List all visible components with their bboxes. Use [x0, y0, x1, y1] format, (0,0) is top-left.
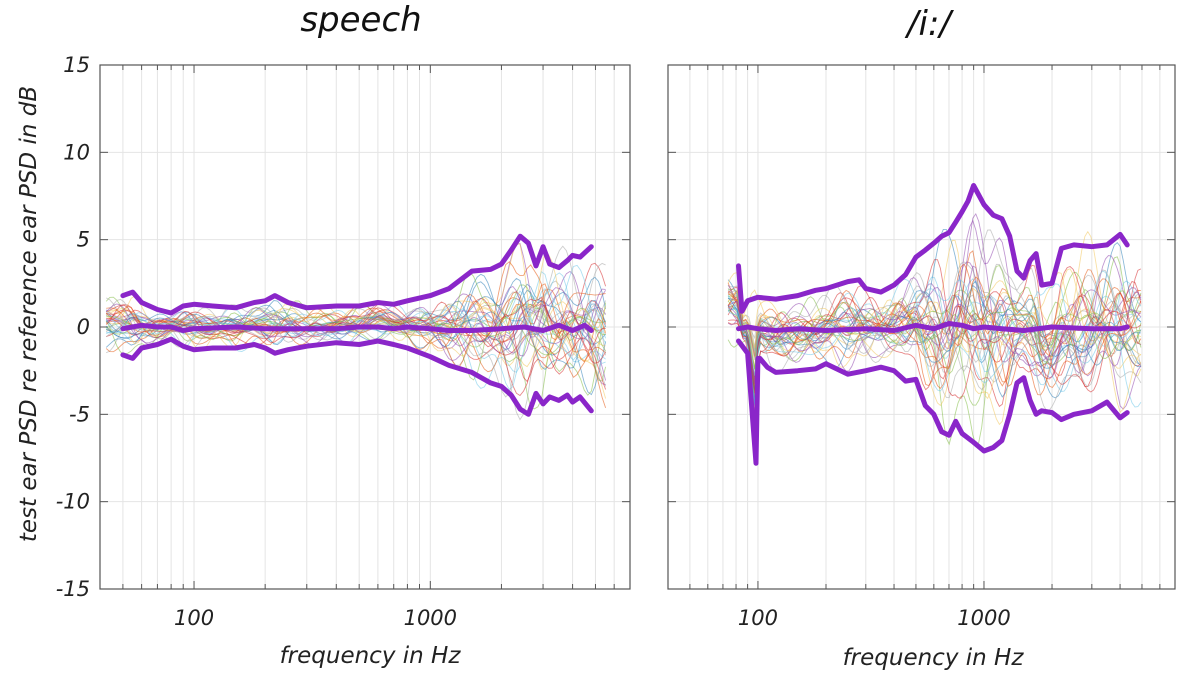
y-tick-label: 10: [63, 140, 90, 164]
y-tick-label: -10: [56, 490, 90, 514]
x-tick-label: 100: [738, 606, 778, 630]
series-lower-bound: [736, 338, 1130, 466]
x-axis-label-speech: frequency in Hz: [280, 643, 462, 669]
panel-speech: 15 10 5 0 -5 -10 -15 100 1000: [56, 53, 631, 630]
y-tick-label: -5: [69, 402, 90, 426]
y-axis-label: test ear PSD re reference ear PSD in dB: [16, 86, 42, 542]
series-lower-bound: [120, 336, 594, 417]
individual-trace: [105, 304, 606, 355]
y-tick-label: 15: [63, 53, 90, 77]
series-upper-bound: [120, 233, 594, 316]
series-upper-bound: [736, 183, 1130, 314]
plot-frame: [667, 64, 1176, 590]
x-tick-label: 1000: [404, 606, 457, 630]
x-axis-label-vowel-i: frequency in Hz: [843, 645, 1025, 671]
individual-trace: [727, 271, 1142, 399]
panel-vowel-i: 100 1000: [667, 64, 1176, 630]
chart-title-vowel-i: /i:/: [904, 4, 954, 44]
individual-trace: [105, 300, 607, 410]
y-tick-label: -15: [56, 577, 90, 601]
y-tick-label: 0: [77, 315, 90, 339]
individual-trace: [106, 262, 607, 360]
individual-trace: [727, 268, 1142, 414]
plot-area: [727, 183, 1142, 466]
individual-trace: [105, 288, 606, 357]
series-mean: [120, 322, 594, 333]
individual-trace: [727, 270, 1142, 408]
individual-trace: [106, 252, 607, 357]
series-mean: [736, 321, 1130, 333]
individual-trace: [728, 288, 1141, 370]
chart-title-speech: speech: [300, 0, 421, 40]
individual-trace: [727, 264, 1142, 375]
plot-frame: [99, 64, 631, 590]
individual-trace: [727, 229, 1142, 411]
individual-trace: [728, 294, 1142, 383]
x-tick-label: 100: [174, 606, 214, 630]
individual-trace: [727, 265, 1142, 399]
individual-trace: [727, 219, 1142, 410]
individual-trace: [728, 298, 1142, 406]
x-tick-label: 1000: [957, 606, 1010, 630]
y-tick-label: 5: [77, 228, 90, 252]
plot-area: [105, 233, 607, 421]
individual-trace: [727, 276, 1142, 384]
